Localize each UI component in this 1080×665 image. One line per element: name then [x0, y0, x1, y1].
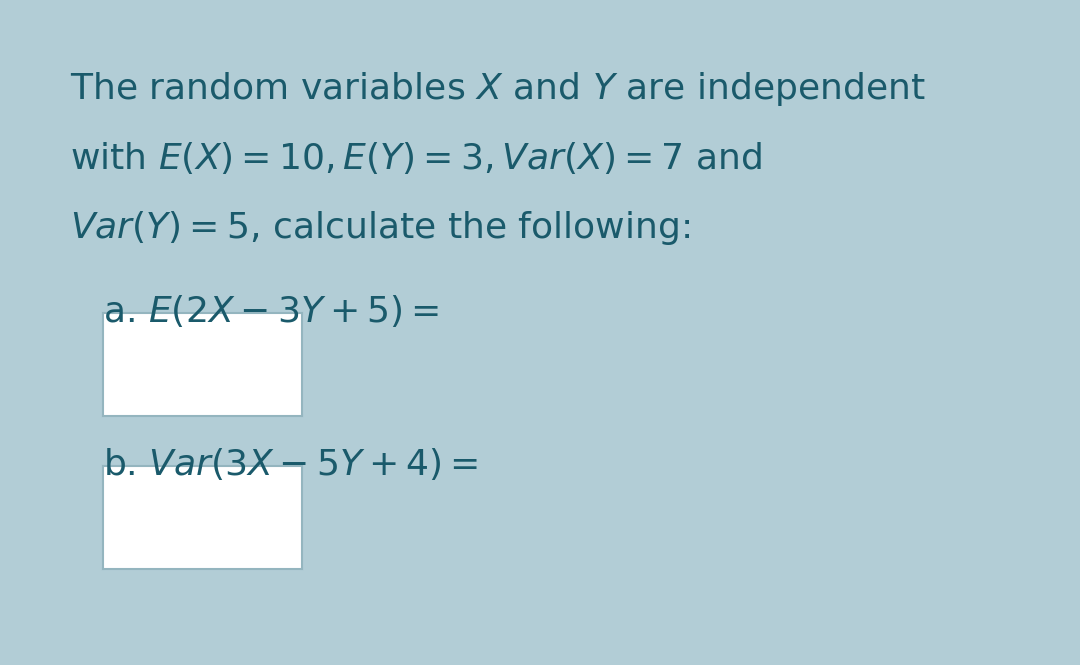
Text: b. $Var(3X - 5Y + 4) =$: b. $Var(3X - 5Y + 4) =$: [103, 446, 477, 481]
Text: a. $E(2X - 3Y + 5) =$: a. $E(2X - 3Y + 5) =$: [103, 293, 438, 329]
Text: $Var(Y) = 5$, calculate the following:: $Var(Y) = 5$, calculate the following:: [70, 209, 690, 247]
Text: The random variables $X$ and $Y$ are independent: The random variables $X$ and $Y$ are ind…: [70, 70, 927, 108]
Text: with $E(X) = 10, E(Y) = 3, Var(X) = 7$ and: with $E(X) = 10, E(Y) = 3, Var(X) = 7$ a…: [70, 140, 762, 176]
